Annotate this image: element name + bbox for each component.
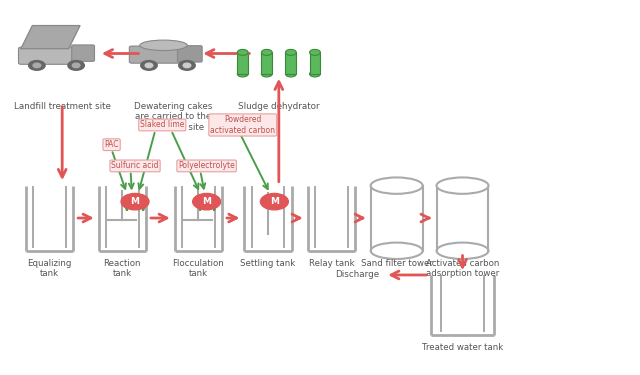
FancyBboxPatch shape (129, 46, 184, 63)
Circle shape (121, 194, 149, 210)
Text: Reaction
tank: Reaction tank (104, 259, 141, 278)
Text: Flocculation
tank: Flocculation tank (173, 259, 224, 278)
Text: M: M (202, 197, 211, 206)
Text: Discharge: Discharge (335, 270, 379, 279)
Circle shape (33, 63, 41, 68)
FancyBboxPatch shape (72, 45, 95, 62)
Text: Landfill treatment site: Landfill treatment site (13, 102, 111, 111)
Ellipse shape (140, 40, 188, 51)
Polygon shape (21, 26, 80, 49)
Text: M: M (131, 197, 140, 206)
FancyBboxPatch shape (310, 53, 320, 74)
Ellipse shape (285, 71, 296, 77)
FancyBboxPatch shape (19, 47, 81, 64)
Text: Sludge dehydrator: Sludge dehydrator (238, 102, 319, 111)
Text: Sand filter tower: Sand filter tower (361, 259, 433, 268)
Circle shape (260, 194, 289, 210)
Ellipse shape (436, 177, 488, 194)
Ellipse shape (237, 71, 248, 77)
Circle shape (141, 61, 157, 70)
Ellipse shape (237, 50, 248, 55)
Ellipse shape (261, 50, 272, 55)
Text: M: M (270, 197, 279, 206)
Text: Dewatering cakes
are carried to the
treatment site: Dewatering cakes are carried to the trea… (134, 102, 212, 132)
FancyBboxPatch shape (261, 53, 272, 74)
FancyBboxPatch shape (177, 46, 202, 62)
Text: Sulfuric acid: Sulfuric acid (111, 161, 159, 170)
Circle shape (68, 61, 84, 70)
Text: Relay tank: Relay tank (308, 259, 354, 268)
Text: Polyelectrolyte: Polyelectrolyte (179, 161, 235, 170)
Ellipse shape (261, 71, 272, 77)
Text: Slaked lime: Slaked lime (140, 120, 184, 129)
Circle shape (193, 194, 221, 210)
Circle shape (72, 63, 80, 68)
Circle shape (145, 63, 153, 68)
Ellipse shape (310, 50, 320, 55)
Ellipse shape (285, 50, 296, 55)
FancyBboxPatch shape (237, 53, 248, 74)
FancyBboxPatch shape (285, 53, 296, 74)
Ellipse shape (310, 71, 320, 77)
Circle shape (179, 61, 195, 70)
Text: Treated water tank: Treated water tank (422, 343, 503, 352)
Text: Equalizing
tank: Equalizing tank (28, 259, 72, 278)
Text: PAC: PAC (104, 140, 119, 149)
Text: Settling tank: Settling tank (241, 259, 296, 268)
Circle shape (183, 63, 191, 68)
Circle shape (29, 61, 45, 70)
Text: Powdered
activated carbon: Powdered activated carbon (210, 115, 275, 135)
Ellipse shape (371, 177, 422, 194)
Text: Activated carbon
adsorption tower: Activated carbon adsorption tower (426, 259, 499, 278)
